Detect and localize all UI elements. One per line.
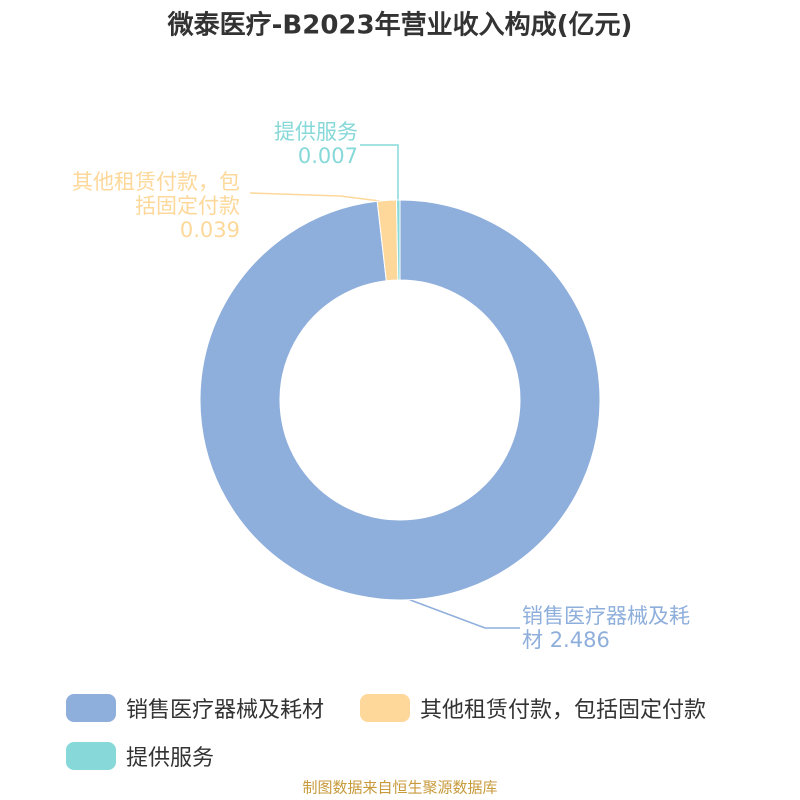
legend-swatch	[66, 742, 116, 770]
legend-swatch	[360, 694, 410, 722]
legend-item: 提供服务	[66, 740, 214, 772]
donut	[199, 199, 601, 601]
data-label: 其他租赁付款，包括固定付款 0.039	[70, 170, 240, 242]
data-label: 销售医疗器械及耗材 2.486	[522, 604, 692, 652]
legend-label: 提供服务	[126, 746, 215, 771]
legend-label: 销售医疗器械及耗材	[126, 698, 325, 723]
leader-line	[404, 597, 520, 629]
label-value: 2.486	[549, 628, 610, 652]
label-value: 0.039	[179, 218, 240, 242]
leader-line	[360, 144, 399, 205]
legend-item: 销售医疗器械及耗材	[66, 692, 324, 724]
legend-swatch	[66, 694, 116, 722]
leader-line	[249, 192, 389, 203]
chart-title: 微泰医疗-B2023年营业收入构成(亿元)	[167, 10, 633, 41]
label-name: 提供服务	[274, 120, 358, 144]
label-name: 其他租赁付款，包括固定付款	[72, 170, 240, 218]
label-value: 0.007	[297, 144, 358, 168]
slice	[199, 199, 601, 601]
data-label: 提供服务 0.007	[200, 120, 358, 168]
legend-item: 其他租赁付款，包括固定付款	[360, 692, 706, 724]
label-name: 销售医疗器械及耗材	[522, 604, 690, 652]
legend-label: 其他租赁付款，包括固定付款	[420, 698, 707, 723]
slice	[396, 199, 401, 281]
source: 制图数据来自恒生聚源数据库	[302, 779, 497, 797]
